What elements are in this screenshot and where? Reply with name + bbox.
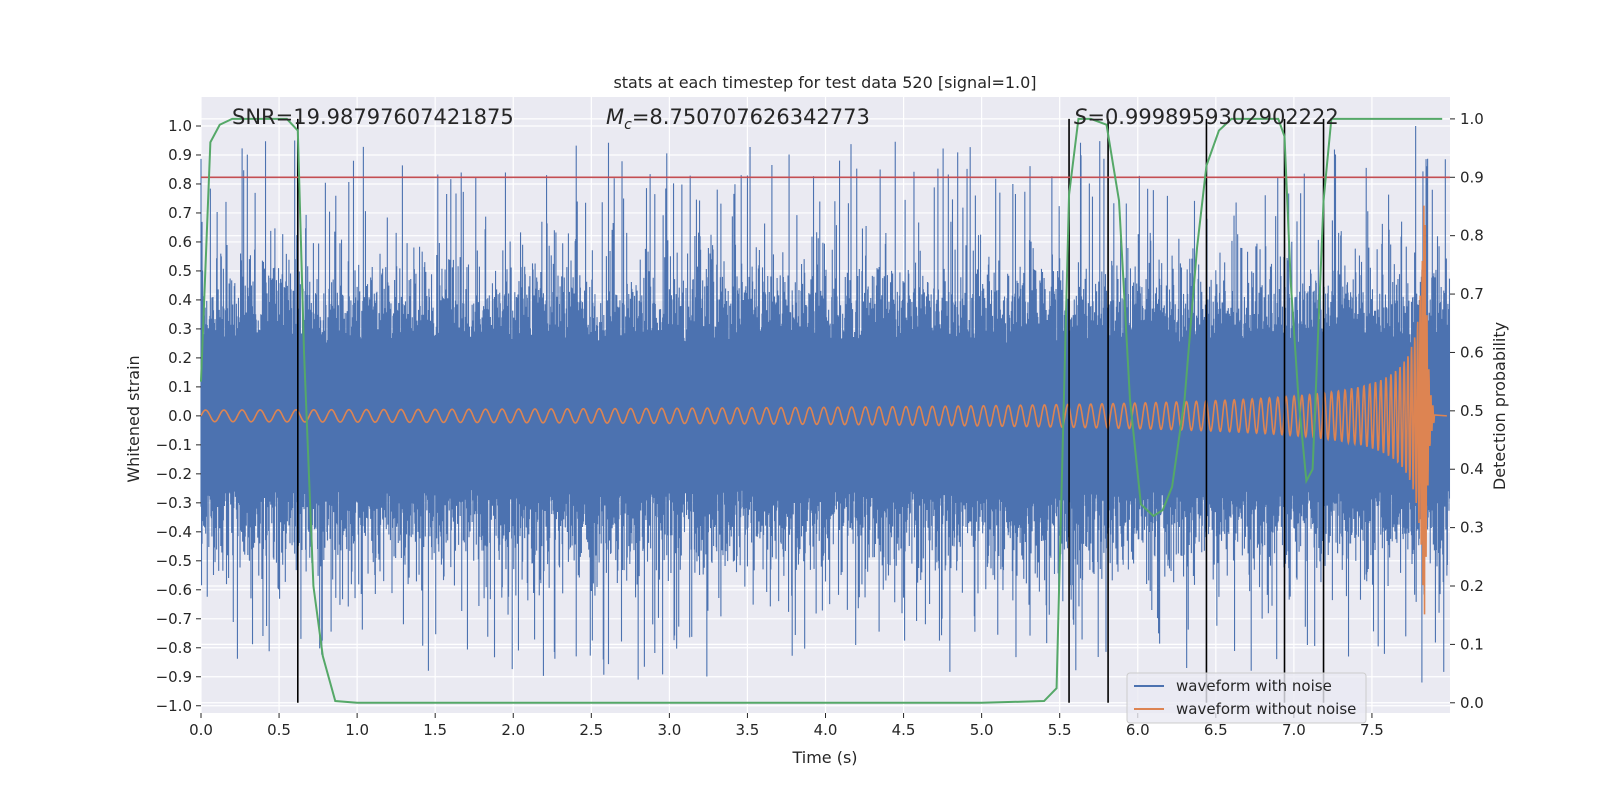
y2-ticks: 1.0 0.9 0.8 0.7 0.6 0.5 0.4 0.3 0.2 0.1 0.0	[1450, 110, 1484, 712]
mc-annotation: Mc=8.750707626342773	[606, 105, 870, 133]
y-tick-label: 0.5	[168, 262, 192, 280]
y-tick-label: 1.0	[168, 117, 192, 135]
legend-label-clean: waveform without noise	[1176, 700, 1356, 718]
y-tick-label: −0.1	[156, 436, 192, 454]
x-tick-label: 1.0	[345, 721, 369, 739]
y-tick-label: 0.8	[168, 175, 192, 193]
y2-tick-label: 0.7	[1460, 285, 1484, 303]
x-axis-label: Time (s)	[791, 748, 857, 767]
x-tick-label: 3.5	[736, 721, 760, 739]
y2-tick-label: 0.8	[1460, 227, 1484, 245]
legend-box	[1126, 672, 1367, 724]
y-tick-label: −0.6	[156, 581, 192, 599]
y2-tick-label: 0.1	[1460, 635, 1484, 653]
y-tick-label: −1.0	[156, 697, 192, 715]
y-tick-label: −0.5	[156, 552, 192, 570]
y2-tick-label: 0.0	[1460, 694, 1484, 712]
y-tick-label: 0.6	[168, 233, 192, 251]
x-tick-label: 2.0	[501, 721, 525, 739]
x-tick-label: 6.0	[1126, 721, 1150, 739]
x-tick-label: 5.5	[1048, 721, 1072, 739]
y-tick-label: −0.2	[156, 465, 192, 483]
x-tick-label: 1.5	[423, 721, 447, 739]
y-tick-label: −0.3	[156, 494, 192, 512]
series-detection-probability	[200, 117, 1443, 704]
y-tick-label: 0.0	[168, 407, 192, 425]
legend: waveform with noise waveform without noi…	[1126, 672, 1367, 724]
y2-tick-label: 0.6	[1460, 343, 1484, 361]
y2-tick-label: 0.9	[1460, 168, 1484, 186]
x-tick-label: 4.5	[892, 721, 916, 739]
y-axis-label: Whitened strain	[124, 355, 143, 482]
y-tick-label: 0.3	[168, 320, 192, 338]
chart-title: stats at each timestep for test data 520…	[613, 73, 1036, 92]
x-tick-label: 3.0	[657, 721, 681, 739]
x-tick-label: 0.5	[267, 721, 291, 739]
y-tick-label: −0.9	[156, 668, 192, 686]
y-tick-label: 0.9	[168, 146, 192, 164]
x-tick-label: 4.0	[814, 721, 838, 739]
x-tick-label: 5.0	[970, 721, 994, 739]
legend-label-noise: waveform with noise	[1176, 677, 1332, 695]
y-tick-label: 0.1	[168, 378, 192, 396]
clean-waveform-trace	[200, 205, 1447, 615]
y2-tick-label: 0.5	[1460, 402, 1484, 420]
y2-axis-label: Detection probability	[1490, 322, 1509, 490]
y-tick-label: −0.8	[156, 639, 192, 657]
x-tick-label: 6.5	[1204, 721, 1228, 739]
detection-probability-trace	[200, 117, 1443, 704]
x-tick-label: 7.0	[1282, 721, 1306, 739]
y2-tick-label: 0.3	[1460, 519, 1484, 537]
y-tick-label: 0.4	[168, 291, 192, 309]
y-tick-label: −0.7	[156, 610, 192, 628]
x-tick-label: 2.5	[579, 721, 603, 739]
s-annotation: S=0.9998959302902222	[1074, 105, 1339, 129]
snr-annotation: SNR=19.98797607421875	[232, 105, 514, 129]
y-ticks: 1.0 0.9 0.8 0.7 0.6 0.5 0.4 0.3 0.2 0.1 0.0 −0.1 −0.…	[156, 117, 201, 715]
y-tick-label: 0.2	[168, 349, 192, 367]
y2-tick-label: 0.4	[1460, 460, 1484, 478]
x-tick-label: 7.5	[1360, 721, 1384, 739]
x-ticks: 0.0 0.5 1.0 1.5 2.0 2.5 3.0 3.5 4.0 4.5 5.0 5.5 6.0 6…	[189, 713, 1384, 739]
y2-tick-label: 1.0	[1460, 110, 1484, 128]
y-tick-label: −0.4	[156, 523, 192, 541]
y-tick-label: 0.7	[168, 204, 192, 222]
x-tick-label: 0.0	[189, 721, 213, 739]
series-waveform-without-noise	[200, 205, 1447, 615]
y2-tick-label: 0.2	[1460, 577, 1484, 595]
